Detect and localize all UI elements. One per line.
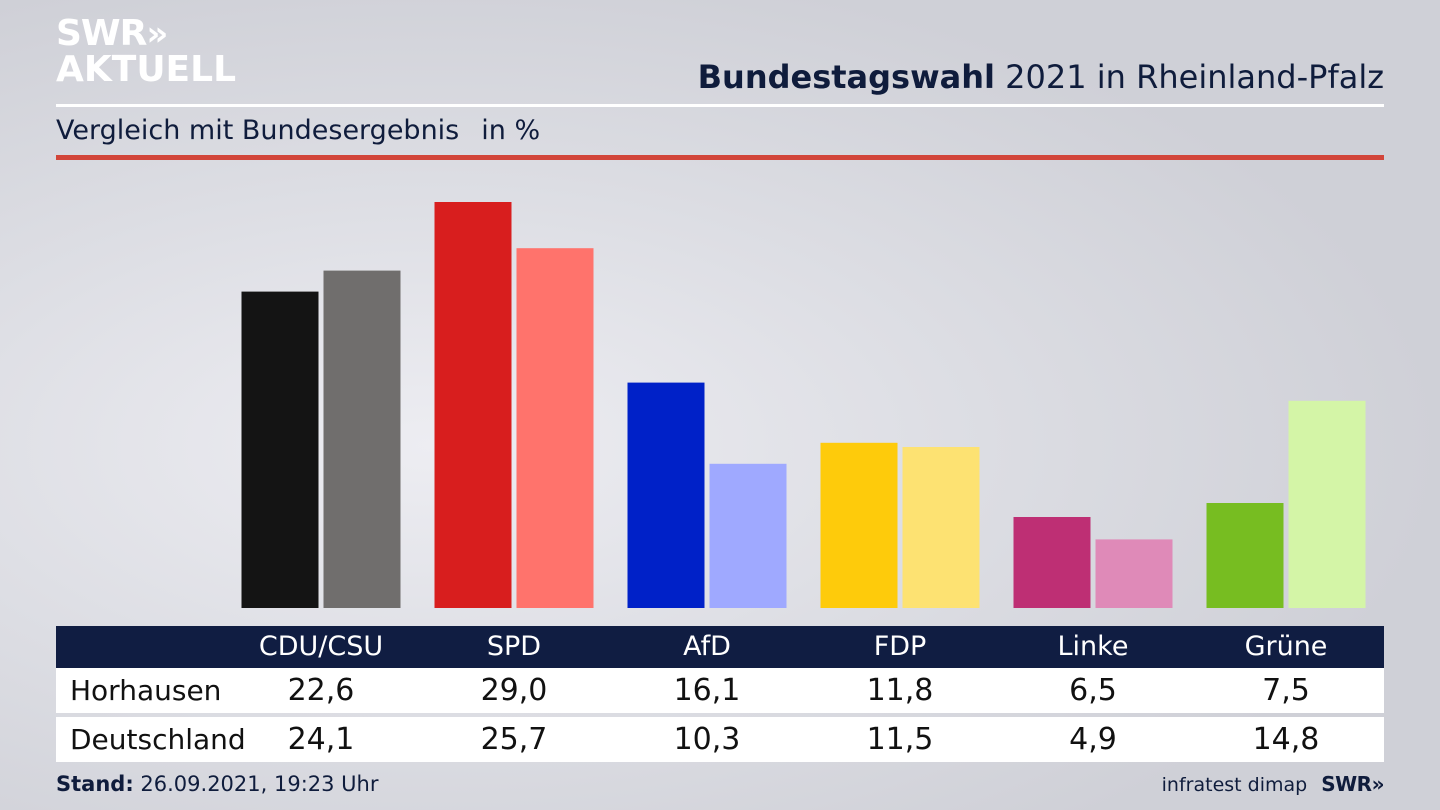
chart-title: Bundestagswahl 2021 in Rheinland-Pfalz (698, 58, 1384, 96)
stand-value: 26.09.2021, 19:23 Uhr (133, 772, 379, 796)
bar-gr-ne-horhausen (1206, 503, 1284, 608)
chart-title-rest: 2021 in Rheinland-Pfalz (995, 58, 1384, 96)
column-header-cdu-csu: CDU/CSU (258, 631, 384, 662)
row-label-deutschland: Deutschland (70, 723, 246, 756)
logo-swr-text: SWR (56, 13, 147, 54)
bar-afd-horhausen (627, 382, 705, 608)
value-linke-horhausen: 6,5 (1069, 673, 1117, 708)
value-cdu-csu-deutschland: 24,1 (287, 722, 355, 757)
column-header-spd: SPD (486, 631, 542, 662)
stand-label: Stand: (56, 772, 134, 796)
swr-brand-icon: SWR» (1321, 772, 1384, 796)
source-credit: infratest dimap SWR» (1161, 772, 1385, 796)
value-afd-deutschland: 10,3 (673, 722, 741, 757)
bar-fdp-horhausen (820, 442, 898, 608)
swr-aktuell-logo: SWR» AKTUELL (56, 16, 236, 88)
bar-fdp-deutschland (902, 447, 980, 608)
subtitle-unit: in % (481, 115, 541, 146)
subtitle-text: Vergleich mit Bundesergebnis (56, 115, 460, 146)
column-header-fdp: FDP (873, 631, 927, 662)
column-header-linke: Linke (1057, 631, 1129, 662)
bar-spd-horhausen (434, 202, 512, 608)
row-label-horhausen: Horhausen (70, 674, 222, 707)
value-spd-deutschland: 25,7 (480, 722, 548, 757)
value-fdp-deutschland: 11,5 (866, 722, 934, 757)
timestamp: Stand: 26.09.2021, 19:23 Uhr (56, 772, 379, 796)
bar-spd-deutschland (516, 248, 594, 608)
table-row-deutschland: Deutschland 24,1 25,7 10,3 11,5 4,9 14,8 (56, 717, 1384, 762)
bar-linke-horhausen (1013, 517, 1091, 608)
value-linke-deutschland: 4,9 (1069, 722, 1117, 757)
value-fdp-horhausen: 11,8 (866, 673, 934, 708)
title-divider (56, 104, 1384, 107)
column-header-afd: AfD (683, 631, 731, 662)
bar-cdu-csu-horhausen (241, 291, 319, 608)
bar-cdu-csu-deutschland (323, 270, 401, 608)
value-cdu-csu-horhausen: 22,6 (287, 673, 355, 708)
value-gr-ne-horhausen: 7,5 (1262, 673, 1310, 708)
value-spd-horhausen: 29,0 (480, 673, 548, 708)
chart-subtitle: Vergleich mit Bundesergebnis in % (56, 115, 540, 146)
bar-afd-deutschland (709, 463, 787, 608)
table-row-horhausen: Horhausen 22,6 29,0 16,1 11,8 6,5 7,5 (56, 668, 1384, 713)
table-header-row: CDU/CSU SPD AfD FDP Linke Grüne (56, 626, 1384, 668)
logo-line-swr: SWR» (56, 16, 236, 52)
source-text: infratest dimap (1161, 774, 1308, 796)
column-header-gr-ne: Grüne (1244, 631, 1328, 662)
logo-line-aktuell: AKTUELL (56, 49, 237, 90)
accent-rule (56, 155, 1384, 160)
chart-title-bold: Bundestagswahl (697, 58, 995, 96)
value-gr-ne-deutschland: 14,8 (1252, 722, 1320, 757)
value-afd-horhausen: 16,1 (673, 673, 741, 708)
bar-gr-ne-deutschland (1288, 400, 1366, 608)
bar-linke-deutschland (1095, 539, 1173, 608)
